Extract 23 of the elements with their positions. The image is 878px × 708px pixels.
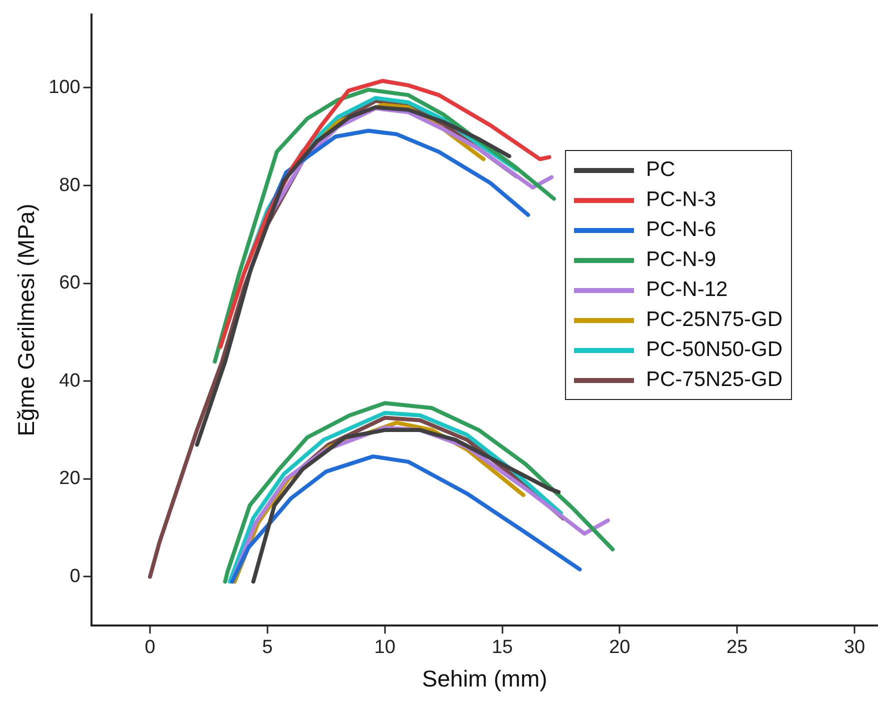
legend-label: PC bbox=[646, 158, 676, 182]
x-tick-label: 10 bbox=[374, 637, 396, 658]
x-tick-label: 25 bbox=[726, 637, 748, 658]
x-tick-label: 5 bbox=[262, 637, 273, 658]
legend-label: PC-75N25-GD bbox=[646, 368, 783, 392]
y-tick-label: 20 bbox=[59, 468, 80, 490]
legend-label: PC-N-6 bbox=[646, 218, 716, 242]
legend-label: PC-25N75-GD bbox=[646, 308, 783, 332]
x-tick-label: 30 bbox=[844, 637, 866, 658]
legend-label: PC-50N50-GD bbox=[646, 338, 783, 362]
legend-label: PC-N-12 bbox=[646, 278, 728, 302]
legend-label: PC-N-9 bbox=[646, 248, 716, 272]
x-tick-label: 15 bbox=[492, 637, 513, 658]
y-axis-title: Eğme Gerilmesi (MPa) bbox=[13, 204, 40, 436]
x-axis-title: Sehim (mm) bbox=[422, 666, 548, 692]
y-tick-label: 40 bbox=[59, 370, 80, 392]
y-tick-label: 80 bbox=[59, 174, 80, 196]
y-tick-label: 100 bbox=[48, 76, 80, 98]
x-tick-label: 0 bbox=[144, 637, 156, 658]
y-tick-label: 60 bbox=[59, 272, 80, 294]
legend-label: PC-N-3 bbox=[646, 188, 716, 212]
y-tick-label: 0 bbox=[70, 566, 80, 587]
x-tick-label: 20 bbox=[609, 637, 630, 658]
